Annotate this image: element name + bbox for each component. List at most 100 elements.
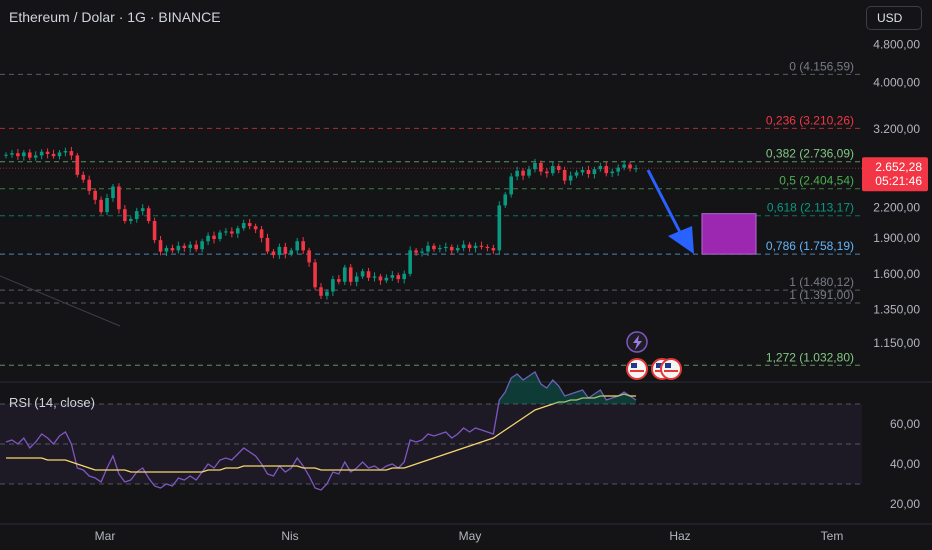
candle-body[interactable]	[218, 232, 222, 240]
candle-body[interactable]	[342, 267, 347, 282]
candle-body[interactable]	[241, 223, 246, 229]
candle-body[interactable]	[140, 208, 145, 212]
candle-body[interactable]	[438, 248, 442, 250]
candle-body[interactable]	[378, 276, 383, 281]
candle-body[interactable]	[117, 186, 121, 210]
candle-body[interactable]	[414, 250, 418, 253]
candle-body[interactable]	[283, 246, 288, 254]
candle-body[interactable]	[63, 151, 68, 153]
candle-body[interactable]	[87, 179, 92, 191]
candle-body[interactable]	[235, 228, 240, 234]
candle-body[interactable]	[224, 231, 228, 233]
candle-body[interactable]	[105, 198, 109, 213]
candle-body[interactable]	[134, 211, 139, 220]
projection-arrow-line[interactable]	[646, 169, 686, 241]
candle-body[interactable]	[22, 152, 26, 157]
candle-body[interactable]	[628, 164, 632, 169]
candle-body[interactable]	[467, 244, 472, 249]
candle-body[interactable]	[176, 245, 181, 251]
candle-body[interactable]	[491, 248, 496, 251]
candle-body[interactable]	[301, 241, 305, 251]
candle-body[interactable]	[574, 172, 579, 176]
candle-body[interactable]	[75, 155, 80, 175]
candle-body[interactable]	[396, 275, 401, 280]
candle-body[interactable]	[289, 250, 294, 254]
candle-body[interactable]	[360, 271, 365, 277]
candle-body[interactable]	[158, 240, 163, 252]
candle-body[interactable]	[319, 287, 323, 296]
candle-body[interactable]	[598, 166, 603, 170]
candle-body[interactable]	[295, 241, 300, 251]
candle-body[interactable]	[354, 276, 359, 282]
candle-body[interactable]	[39, 151, 44, 156]
candle-body[interactable]	[99, 199, 103, 213]
candle-body[interactable]	[253, 226, 258, 230]
candle-body[interactable]	[580, 169, 585, 173]
candle-body[interactable]	[402, 273, 407, 280]
candle-body[interactable]	[164, 248, 169, 252]
candle-body[interactable]	[384, 277, 389, 281]
candle-body[interactable]	[432, 245, 436, 250]
candle-body[interactable]	[426, 245, 430, 252]
candle-body[interactable]	[509, 176, 513, 195]
candle-body[interactable]	[568, 175, 573, 181]
candle-body[interactable]	[366, 271, 371, 278]
candle-body[interactable]	[331, 279, 335, 292]
candle-body[interactable]	[604, 166, 609, 174]
candle-body[interactable]	[81, 174, 86, 180]
candle-body[interactable]	[473, 245, 478, 249]
candle-body[interactable]	[188, 244, 193, 249]
candle-body[interactable]	[527, 169, 531, 176]
candle-body[interactable]	[45, 151, 50, 154]
candle-body[interactable]	[200, 241, 204, 250]
candle-body[interactable]	[408, 250, 412, 274]
candle-body[interactable]	[313, 262, 317, 288]
candle-body[interactable]	[93, 190, 97, 200]
candle-body[interactable]	[348, 267, 353, 282]
candle-body[interactable]	[420, 251, 424, 253]
candle-body[interactable]	[307, 250, 311, 263]
candle-body[interactable]	[592, 169, 597, 175]
candle-body[interactable]	[461, 244, 466, 249]
candle-body[interactable]	[277, 246, 282, 256]
candle-body[interactable]	[485, 246, 490, 249]
candle-body[interactable]	[539, 162, 543, 172]
candle-body[interactable]	[123, 209, 127, 222]
candle-body[interactable]	[212, 235, 216, 240]
candle-body[interactable]	[16, 153, 20, 157]
target-zone-box[interactable]	[701, 213, 757, 255]
candle-body[interactable]	[586, 169, 591, 175]
trend-line[interactable]	[0, 275, 121, 327]
candle-body[interactable]	[622, 164, 626, 168]
candle-body[interactable]	[170, 248, 175, 251]
candle-body[interactable]	[497, 205, 502, 251]
candle-body[interactable]	[259, 229, 264, 238]
candle-body[interactable]	[33, 155, 38, 158]
candle-body[interactable]	[271, 251, 276, 256]
candle-body[interactable]	[247, 223, 252, 227]
candle-body[interactable]	[146, 208, 151, 222]
candle-body[interactable]	[206, 235, 210, 242]
candle-body[interactable]	[337, 279, 341, 282]
us-flag-event-icon[interactable]	[660, 358, 682, 380]
rsi-line[interactable]	[5, 371, 637, 491]
candle-body[interactable]	[4, 154, 8, 156]
candle-body[interactable]	[455, 248, 460, 251]
rsi-indicator-title[interactable]: RSI (14, close)	[9, 395, 95, 410]
projection-arrowhead-icon[interactable]	[668, 226, 694, 254]
candle-body[interactable]	[479, 245, 484, 247]
candle-body[interactable]	[230, 231, 234, 234]
candle-body[interactable]	[57, 152, 62, 157]
candle-body[interactable]	[533, 162, 537, 170]
candle-body[interactable]	[51, 153, 56, 157]
candle-body[interactable]	[129, 219, 133, 222]
candle-body[interactable]	[182, 245, 187, 249]
candle-body[interactable]	[503, 194, 508, 206]
rsi-ma-line[interactable]	[6, 393, 636, 473]
candle-body[interactable]	[27, 152, 32, 158]
candle-body[interactable]	[550, 166, 555, 174]
candle-body[interactable]	[152, 221, 157, 241]
candle-body[interactable]	[449, 246, 454, 251]
candle-body[interactable]	[265, 237, 270, 252]
currency-button[interactable]: USD	[866, 6, 922, 30]
